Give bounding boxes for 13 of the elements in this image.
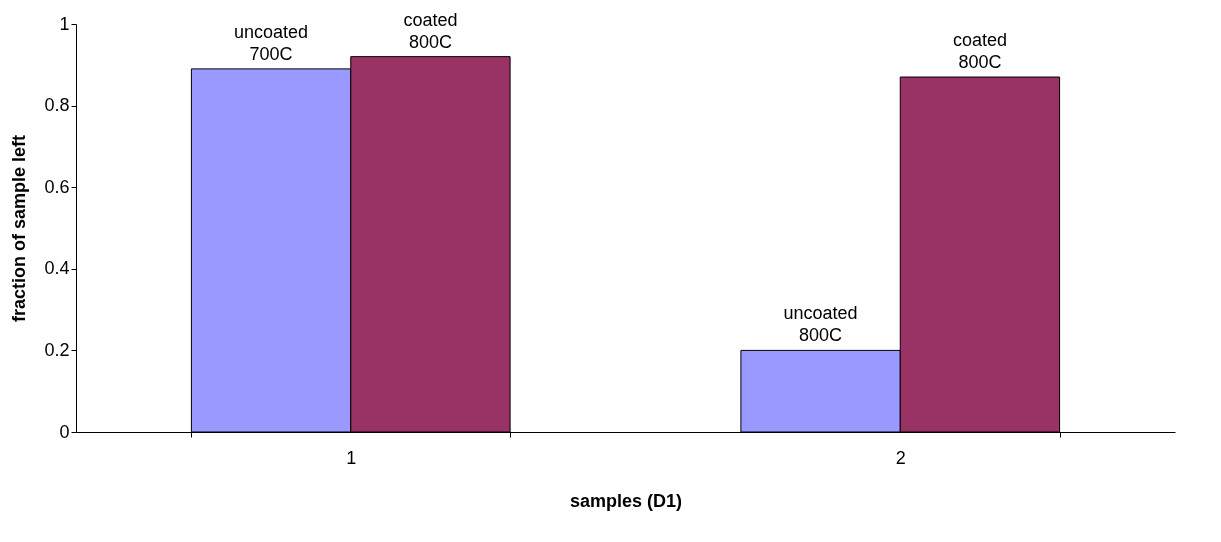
x-axis-title: samples (D1) (569, 490, 683, 511)
annotation: coated 800C (952, 30, 1007, 73)
y-tick-label: 0 (59, 421, 70, 442)
y-tick-label: 0.2 (44, 339, 70, 360)
y-tick-label: 1 (59, 13, 70, 34)
annotation: uncoated 700C (234, 21, 309, 64)
y-axis-title: fraction of sample left (9, 134, 30, 323)
annotation: coated 800C (403, 9, 458, 52)
x-tick-label: 2 (895, 447, 906, 468)
y-tick-label: 0.4 (44, 258, 70, 279)
annotation: uncoated 800C (783, 303, 858, 346)
y-tick-label: 0.8 (44, 95, 70, 116)
y-tick-label: 0.6 (44, 176, 70, 197)
